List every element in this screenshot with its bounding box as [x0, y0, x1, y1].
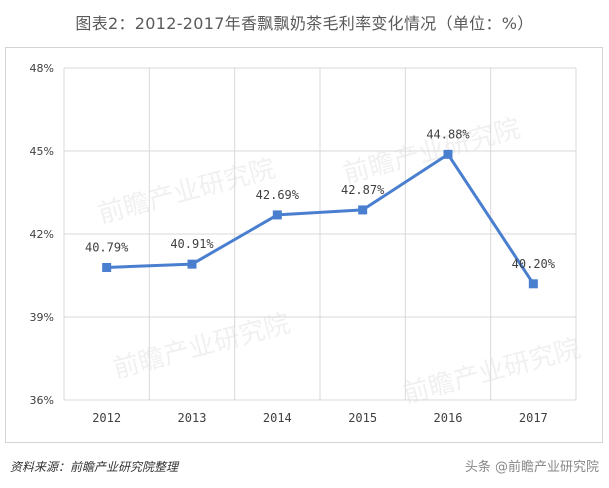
y-tick-label: 48% [30, 62, 54, 75]
data-label: 40.20% [512, 257, 556, 271]
background-watermark-0: 前瞻产业研究院 [95, 154, 279, 230]
x-tick-label: 2017 [519, 411, 548, 425]
y-tick-label: 36% [30, 394, 54, 407]
x-tick-label: 2014 [263, 411, 292, 425]
data-label: 42.69% [256, 188, 300, 202]
x-tick-label: 2016 [434, 411, 463, 425]
data-label: 42.87% [341, 183, 385, 197]
background-watermark-3: 前瞻产业研究院 [400, 334, 584, 410]
x-tick-label: 2012 [92, 411, 121, 425]
chart-frame: 前瞻产业研究院 前瞻产业研究院 前瞻产业研究院 前瞻产业研究院 36% 39% 42% 45%… [5, 47, 603, 443]
data-label: 44.88% [426, 127, 470, 141]
data-point [102, 262, 112, 272]
data-point [443, 149, 453, 159]
data-point [358, 205, 368, 215]
series-line [106, 152, 535, 285]
data-point [528, 279, 538, 289]
x-tick-label: 2015 [348, 411, 377, 425]
y-tick-label: 45% [30, 145, 54, 158]
background-watermark-2: 前瞻产业研究院 [110, 309, 294, 385]
y-tick-label: 39% [30, 311, 54, 324]
source-note: 资料来源：前瞻产业研究院整理 [10, 460, 179, 474]
watermark-text: 头条 @前瞻产业研究院 [464, 460, 599, 475]
data-label: 40.91% [170, 237, 214, 251]
data-point [187, 259, 197, 269]
background-watermark-1: 前瞻产业研究院 [340, 114, 524, 190]
y-tick-label: 42% [30, 228, 54, 241]
x-tick-label: 2013 [178, 411, 207, 425]
data-label: 40.79% [85, 240, 129, 254]
data-point [272, 210, 282, 220]
chart-title: 图表2：2012-2017年香飘飘奶茶毛利率变化情况（单位：%） [75, 14, 534, 33]
